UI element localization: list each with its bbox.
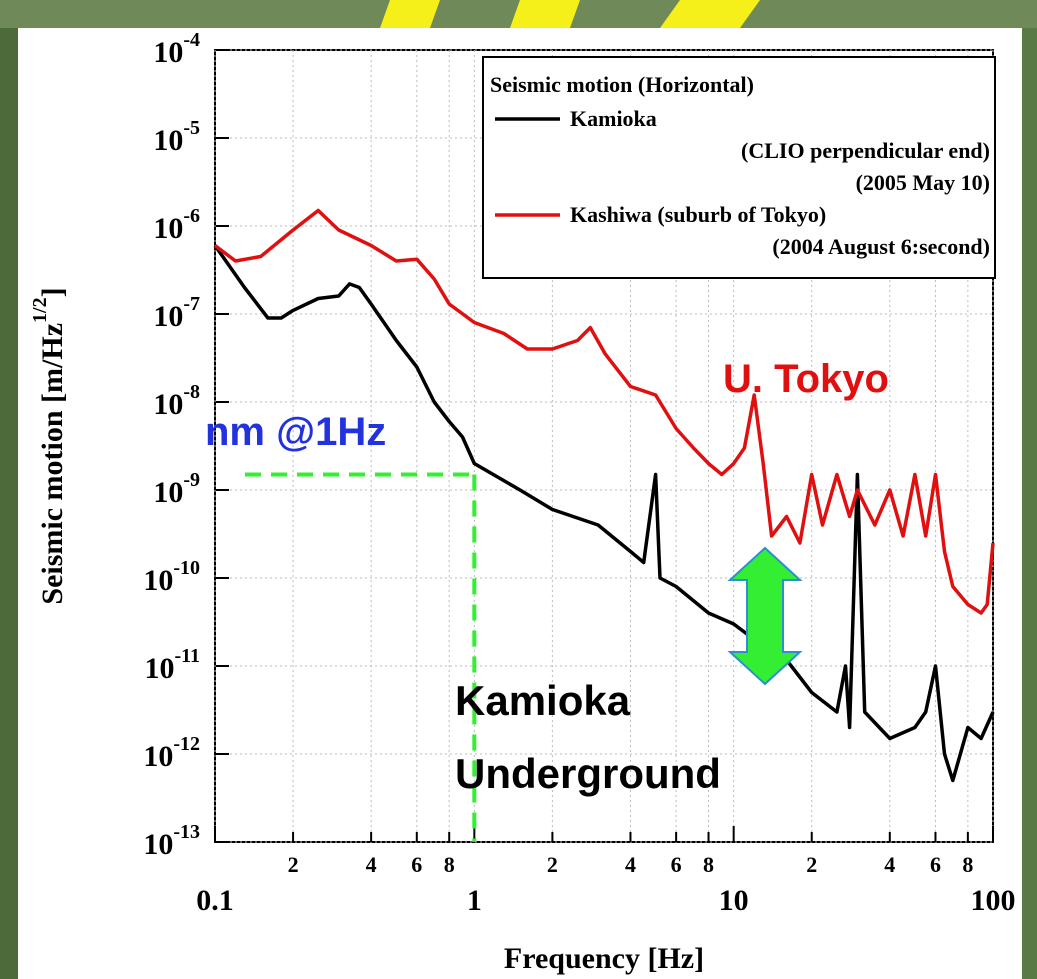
x-tick-label: 8 [703, 852, 714, 877]
x-tick-label: 8 [962, 852, 973, 877]
annotation: Underground [455, 750, 721, 797]
annotation: U. Tokyo [723, 357, 889, 401]
x-tick-label: 6 [411, 852, 422, 877]
double-arrow [727, 546, 803, 686]
x-tick-label: 2 [288, 852, 299, 877]
y-tick-label: 10-11 [144, 645, 200, 685]
y-tick-label: 10-7 [153, 293, 200, 333]
legend-note: (2004 August 6:second) [772, 234, 990, 259]
y-tick-label: 10-9 [153, 469, 200, 509]
x-tick-label: 4 [625, 852, 636, 877]
x-tick-label: 4 [366, 852, 377, 877]
legend-note: (CLIO perpendicular end) [741, 138, 990, 163]
y-tick-label: 10-6 [153, 205, 200, 245]
x-axis-label: Frequency [Hz] [504, 942, 704, 975]
x-tick-label: 4 [884, 852, 895, 877]
legend-note: (2005 May 10) [856, 170, 990, 195]
annotation: Kamioka [455, 677, 631, 724]
y-tick-label: 10-12 [143, 733, 200, 773]
legend-label: Kashiwa (suburb of Tokyo) [570, 202, 826, 227]
y-axis-label-part: 1/2 [29, 297, 51, 323]
y-tick-label: 10-8 [153, 381, 200, 421]
background-shape [380, 0, 760, 28]
legend-label: Kamioka [570, 106, 657, 131]
x-tick-label: 2 [806, 852, 817, 877]
y-axis-label-part: Seismic motion [m/Hz [36, 323, 69, 605]
y-axis-label-part: ] [36, 287, 69, 297]
background-edge [0, 0, 18, 979]
x-tick-label: 6 [930, 852, 941, 877]
x-tick-label: 6 [671, 852, 682, 877]
y-tick-label: 10-13 [143, 821, 200, 861]
series-line [213, 208, 995, 615]
x-tick-label: 0.1 [196, 884, 234, 917]
x-tick-label: 100 [971, 884, 1016, 917]
lines [213, 208, 995, 842]
x-tick-label: 10 [719, 884, 749, 917]
y-tick-label: 10-4 [153, 29, 200, 69]
legend-title: Seismic motion (Horizontal) [490, 72, 754, 97]
x-tick-label: 8 [444, 852, 455, 877]
annotation: nm @1Hz [205, 410, 386, 454]
series-line [213, 244, 995, 783]
y-tick-label: 10-5 [153, 117, 200, 157]
x-tick-label: 1 [467, 884, 482, 917]
y-axis-label: Seismic motion [m/Hz1/2] [29, 287, 69, 604]
y-tick-label: 10-10 [143, 557, 200, 597]
annotations: nm @1Hz U. Tokyo Kamioka Underground [205, 357, 889, 797]
x-tick-label: 2 [547, 852, 558, 877]
legend-box [482, 56, 996, 279]
background-edge [1022, 0, 1037, 979]
